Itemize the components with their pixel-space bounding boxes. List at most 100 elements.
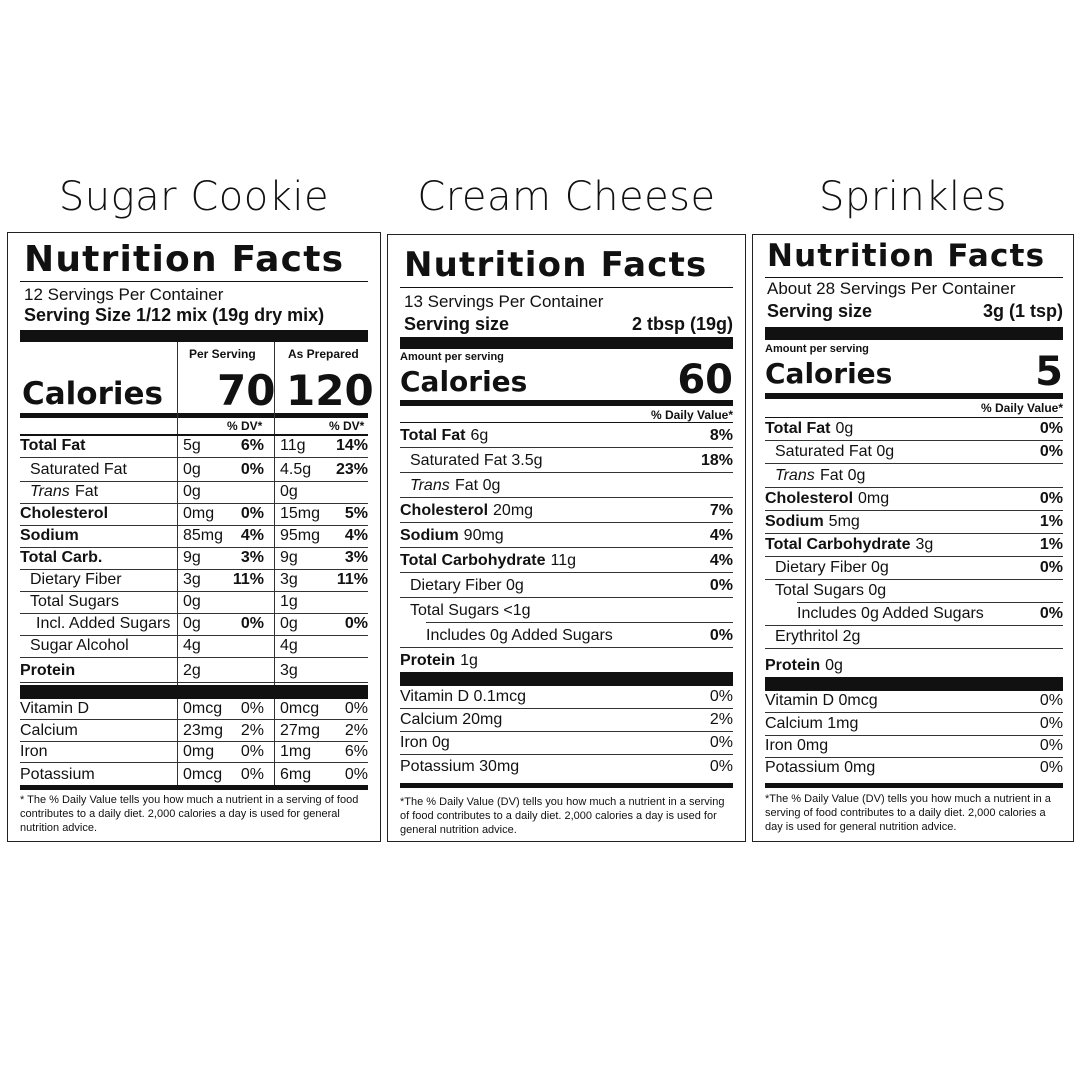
title-sugar-cookie: Sugar Cookie [58, 174, 330, 220]
amount-as-prepared-value: 6mg [280, 766, 312, 783]
medium-divider [400, 400, 733, 406]
divider [400, 287, 733, 288]
thick-divider [765, 327, 1063, 340]
dv-per-serving: 0% [240, 615, 264, 632]
nutrient-row: Saturated Fat 0g 0% [765, 441, 1063, 464]
daily-value-percent: 0% [709, 577, 733, 594]
dv-header-2: % DV* [329, 419, 365, 433]
amount-as-prepared-value: 3g [280, 571, 298, 588]
nutrient-amount: 0mg [858, 490, 890, 507]
cream-cheese-label: Nutrition Facts 13 Servings Per Containe… [387, 234, 746, 842]
nutrient-amount: 11g [550, 552, 577, 569]
nutrient-label: Sugar Alcohol [30, 637, 129, 654]
daily-value-percent: 0% [1039, 605, 1063, 622]
nutrient-label: Saturated Fat [30, 461, 127, 478]
nutrient-row: Dietary Fiber 0g 0% [400, 573, 733, 598]
divider [765, 417, 1063, 418]
daily-value-percent: 0% [709, 688, 733, 705]
nutrient-row: Protein 2g 3g [20, 658, 368, 683]
dv-per-serving: 11% [232, 571, 264, 588]
nutrient-row: Cholesterol 20mg 7% [400, 498, 733, 523]
vitamin-label: Iron 0g [400, 734, 450, 751]
vitamin-row: Vitamin D 0.1mcg 0% [400, 686, 733, 709]
thick-divider [20, 685, 368, 699]
daily-value-percent: 2% [709, 711, 733, 728]
nutrient-label: Protein 1g [400, 652, 478, 669]
thick-divider [400, 337, 733, 349]
amount-as-prepared-value: 95mg [280, 527, 321, 544]
nutrient-label: Saturated Fat 0g [775, 443, 895, 460]
amount-per-serving-value: 9g [183, 549, 201, 566]
daily-value-percent: 8% [709, 427, 733, 444]
nutrient-label: Protein 0g [765, 657, 843, 674]
divider [20, 434, 368, 436]
serving-size: Serving Size 1/12 mix (19g dry mix) [24, 305, 325, 325]
nutrient-label: Protein [20, 662, 76, 679]
amount-per-serving: Amount per serving [765, 343, 869, 355]
nutrient-row: Sugar Alcohol 4g 4g [20, 636, 368, 658]
nutrient-row: Dietary Fiber 3g 11% 3g 11% [20, 570, 368, 592]
nutrient-row: Saturated Fat 3.5g 18% [400, 448, 733, 473]
serving-size-label: Serving size [767, 301, 873, 321]
nutrient-label: Cholesterol 20mg [400, 502, 534, 519]
amount-per-serving-value: 0g [183, 461, 201, 478]
nutrient-amount: 20mg [493, 502, 534, 519]
nutrient-amount: 0g [825, 657, 843, 674]
nutrient-amount: 3g [915, 536, 934, 553]
nutrient-row: Sodium 85mg 4% 95mg 4% [20, 526, 368, 548]
amount-per-serving-value: 0mg [183, 743, 215, 760]
nutrition-facts-heading: Nutrition Facts [404, 245, 708, 285]
amount-per-serving-value: 0g [183, 615, 201, 632]
trans-label-italic: Trans [775, 467, 815, 484]
vitamin-label: Calcium 20mg [400, 711, 503, 728]
vitamin-label: Potassium [20, 766, 95, 783]
amount-as-prepared-value: 4g [280, 637, 298, 654]
nutrient-row: Erythritol 2g [765, 626, 1063, 649]
amount-as-prepared-value: 1mg [280, 743, 312, 760]
nutrient-row: Total Carbohydrate 3g 1% [765, 534, 1063, 557]
thick-divider [20, 330, 368, 342]
nutrient-label: Dietary Fiber 0g [775, 559, 889, 576]
medium-divider [765, 393, 1063, 399]
amount-per-serving-value: 0mg [183, 505, 215, 522]
serving-size-value: 2 tbsp (19g) [631, 314, 733, 334]
amount-per-serving-value: 0mcg [183, 700, 223, 717]
nutrient-row: Trans Fat 0g [765, 464, 1063, 488]
amount-per-serving: Amount per serving [400, 351, 504, 363]
nutrient-label: Dietary Fiber 0g [410, 577, 524, 594]
amount-per-serving-value: 85mg [183, 527, 224, 544]
nutrient-amount: 6g [470, 427, 489, 444]
nutrient-row: Sodium 90mg 4% [400, 523, 733, 548]
amount-per-serving-value: 2g [183, 662, 201, 679]
amount-as-prepared-value: 0g [280, 615, 298, 632]
amount-per-serving-value: 4g [183, 637, 201, 654]
daily-value-percent: 0% [1039, 420, 1063, 437]
amount-as-prepared-value: 0mcg [280, 700, 320, 717]
amount-as-prepared-value: 15mg [280, 505, 321, 522]
amount-per-serving-value: 3g [183, 571, 201, 588]
amount-per-serving-value: 23mg [183, 722, 224, 739]
nutrient-label: Incl. Added Sugars [36, 615, 171, 632]
vitamin-row: Vitamin D 0mcg 0% [765, 691, 1063, 713]
column-divider [274, 342, 275, 787]
daily-value-percent: 0% [1039, 490, 1063, 507]
daily-value-percent: 1% [1039, 513, 1063, 530]
vitamin-row: Vitamin D 0mcg 0% 0mcg 0% [20, 699, 368, 720]
vitamin-label: Iron [20, 743, 48, 760]
nutrient-row: Sodium 5mg 1% [765, 511, 1063, 534]
dv-as-prepared: 0% [344, 766, 368, 783]
dv-as-prepared: 0% [344, 615, 368, 632]
nutrient-label: Total Carbohydrate 3g [765, 536, 934, 553]
serving-size-value: 3g (1 tsp) [982, 301, 1063, 321]
daily-value-percent: 4% [709, 552, 733, 569]
dv-as-prepared: 23% [335, 461, 368, 478]
serving-size-label: Serving size [404, 314, 510, 334]
nutrient-row: Cholesterol 0mg 0% 15mg 5% [20, 504, 368, 526]
daily-value-percent: 18% [700, 452, 733, 469]
amount-per-serving-value: 0mcg [183, 766, 223, 783]
nutrient-label: Sodium [20, 527, 79, 544]
dv-as-prepared: 2% [344, 722, 368, 739]
dv-header-1: % DV* [227, 419, 263, 433]
dv-per-serving: 4% [240, 527, 264, 544]
dv-per-serving: 6% [240, 437, 264, 454]
